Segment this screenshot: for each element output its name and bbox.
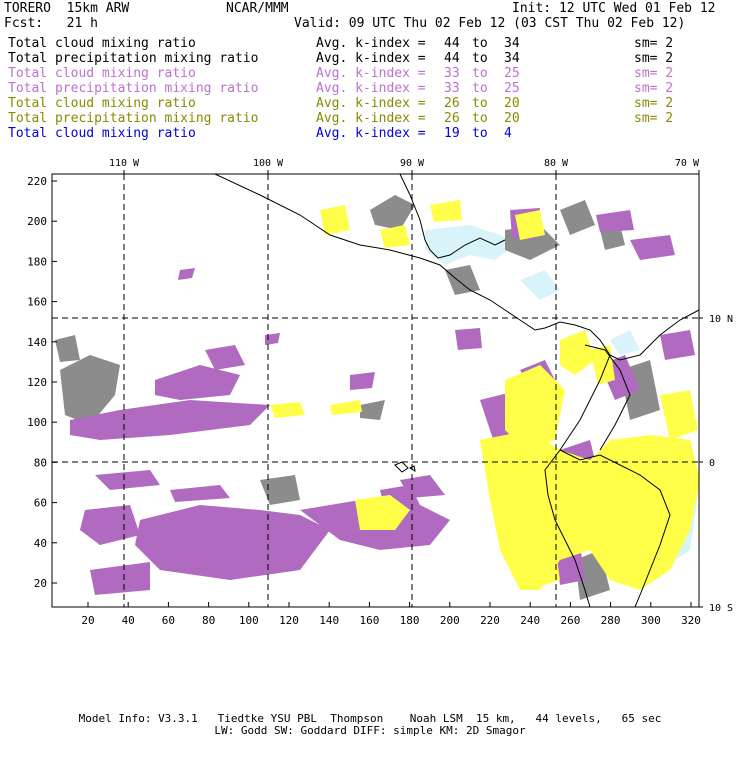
longitude-label: 100 W xyxy=(253,158,284,169)
x-tick-label: 140 xyxy=(319,614,339,627)
x-tick-label: 280 xyxy=(601,614,621,627)
x-tick-label: 100 xyxy=(239,614,259,627)
x-tick-label: 220 xyxy=(480,614,500,627)
x-tick-label: 40 xyxy=(122,614,135,627)
legend-kindex-label: Avg. k-index = xyxy=(316,111,426,126)
legend-kindex-label: Avg. k-index = xyxy=(316,126,426,141)
border-south-america xyxy=(559,449,671,607)
coastline-gulf xyxy=(399,174,506,259)
latitude-labels: 10 N 0 10 S xyxy=(699,314,733,614)
latitude-label: 10 S xyxy=(709,603,733,614)
legend-kindex-label: Avg. k-index = xyxy=(316,96,426,111)
longitude-label: 110 W xyxy=(109,158,140,169)
latitude-label: 0 xyxy=(709,458,715,469)
legend-smoothing: sm= 2 xyxy=(634,111,674,126)
legend-kindex-min: 33 xyxy=(444,81,460,96)
low-kindex-precip-region xyxy=(270,200,699,590)
x-tick-label: 120 xyxy=(279,614,299,627)
legend-field-label: Total cloud mixing ratio xyxy=(8,96,196,111)
x-tick-label: 240 xyxy=(520,614,540,627)
y-tick-label: 80 xyxy=(34,456,47,469)
legend-kindex-label: Avg. k-index = xyxy=(316,36,426,51)
legend-smoothing: sm= 2 xyxy=(634,81,674,96)
legend-smoothing: sm= 2 xyxy=(634,66,674,81)
y-tick-label: 140 xyxy=(27,336,47,349)
x-tick-label: 300 xyxy=(641,614,661,627)
latitude-label: 10 N xyxy=(709,314,733,325)
legend-kindex-to: to xyxy=(472,111,488,126)
longitude-labels: 110 W 100 W 90 W 80 W 70 W xyxy=(109,158,700,174)
legend-kindex-min: 26 xyxy=(444,96,460,111)
legend-kindex-min: 19 xyxy=(444,126,460,141)
longitude-label: 90 W xyxy=(400,158,425,169)
legend-kindex-label: Avg. k-index = xyxy=(316,81,426,96)
y-tick-label: 20 xyxy=(34,577,47,590)
legend-kindex-to: to xyxy=(472,36,488,51)
y-tick-label: 40 xyxy=(34,537,47,550)
legend-kindex-max: 25 xyxy=(504,66,520,81)
y-axis: 220 200 180 160 140 120 100 80 60 40 20 xyxy=(27,175,57,590)
legend-kindex-label: Avg. k-index = xyxy=(316,66,426,81)
legend-field-label: Total cloud mixing ratio xyxy=(8,66,196,81)
model-physics: LW: Godd SW: Goddard DIFF: simple KM: 2D… xyxy=(214,724,526,737)
x-tick-label: 160 xyxy=(359,614,379,627)
legend-smoothing: sm= 2 xyxy=(634,96,674,111)
coastline-central-america xyxy=(214,174,611,356)
legend-field-label: Total cloud mixing ratio xyxy=(8,36,196,51)
longitude-label: 70 W xyxy=(675,158,700,169)
x-tick-label: 20 xyxy=(81,614,94,627)
map-frame xyxy=(51,173,700,608)
legend-kindex-min: 44 xyxy=(444,36,460,51)
border-colombia xyxy=(584,344,631,451)
legend-kindex-min: 26 xyxy=(444,111,460,126)
forecast-map: 20 40 60 80 100 120 140 160 180 200 220 240 260 280 30… xyxy=(27,158,733,627)
x-axis: 20 40 60 80 100 120 140 160 180 200 220 240 260 280 30… xyxy=(81,602,701,627)
x-tick-label: 200 xyxy=(440,614,460,627)
y-tick-label: 100 xyxy=(27,416,47,429)
legend-field-label: Total cloud mixing ratio xyxy=(8,126,196,141)
legend-kindex-to: to xyxy=(472,51,488,66)
x-tick-label: 260 xyxy=(560,614,580,627)
legend-kindex-label: Avg. k-index = xyxy=(316,51,426,66)
y-tick-label: 60 xyxy=(34,497,47,510)
legend-kindex-max: 4 xyxy=(504,126,512,141)
y-tick-label: 160 xyxy=(27,296,47,309)
legend-kindex-to: to xyxy=(472,126,488,141)
x-tick-label: 320 xyxy=(681,614,701,627)
model-name: TORERO 15km ARW xyxy=(4,1,130,16)
y-tick-label: 220 xyxy=(27,175,47,188)
legend-smoothing: sm= 2 xyxy=(634,36,674,51)
valid-time: Valid: 09 UTC Thu 02 Feb 12 (03 CST Thu … xyxy=(294,16,686,31)
y-tick-label: 120 xyxy=(27,376,47,389)
legend-kindex-max: 34 xyxy=(504,51,520,66)
legend-kindex-max: 34 xyxy=(504,36,520,51)
longitude-label: 80 W xyxy=(544,158,569,169)
field-shading xyxy=(55,195,699,600)
coastlines xyxy=(214,174,699,607)
legend-kindex-to: to xyxy=(472,66,488,81)
legend-kindex-min: 33 xyxy=(444,66,460,81)
legend-kindex-max: 25 xyxy=(504,81,520,96)
model-info: Model Info: V3.3.1 Tiedtke YSU PBL Thomp… xyxy=(78,712,662,725)
legend-field-label: Total precipitation mixing ratio xyxy=(8,51,259,66)
x-tick-label: 60 xyxy=(162,614,175,627)
init-time: Init: 12 UTC Wed 01 Feb 12 xyxy=(512,1,716,16)
forecast-hour: Fcst: 21 h xyxy=(4,16,98,31)
legend-kindex-to: to xyxy=(472,96,488,111)
x-tick-label: 180 xyxy=(400,614,420,627)
legend-kindex-max: 20 xyxy=(504,96,520,111)
y-tick-label: 180 xyxy=(27,255,47,268)
legend-kindex-min: 44 xyxy=(444,51,460,66)
legend-kindex-to: to xyxy=(472,81,488,96)
legend-field-label: Total precipitation mixing ratio xyxy=(8,81,259,96)
legend-field-label: Total precipitation mixing ratio xyxy=(8,111,259,126)
y-tick-label: 200 xyxy=(27,215,47,228)
legend-smoothing: sm= 2 xyxy=(634,51,674,66)
coastline-south-america xyxy=(544,354,611,607)
legend-kindex-max: 20 xyxy=(504,111,520,126)
x-tick-label: 80 xyxy=(202,614,215,627)
latlon-grid xyxy=(52,174,699,607)
organization: NCAR/MMM xyxy=(226,1,289,16)
